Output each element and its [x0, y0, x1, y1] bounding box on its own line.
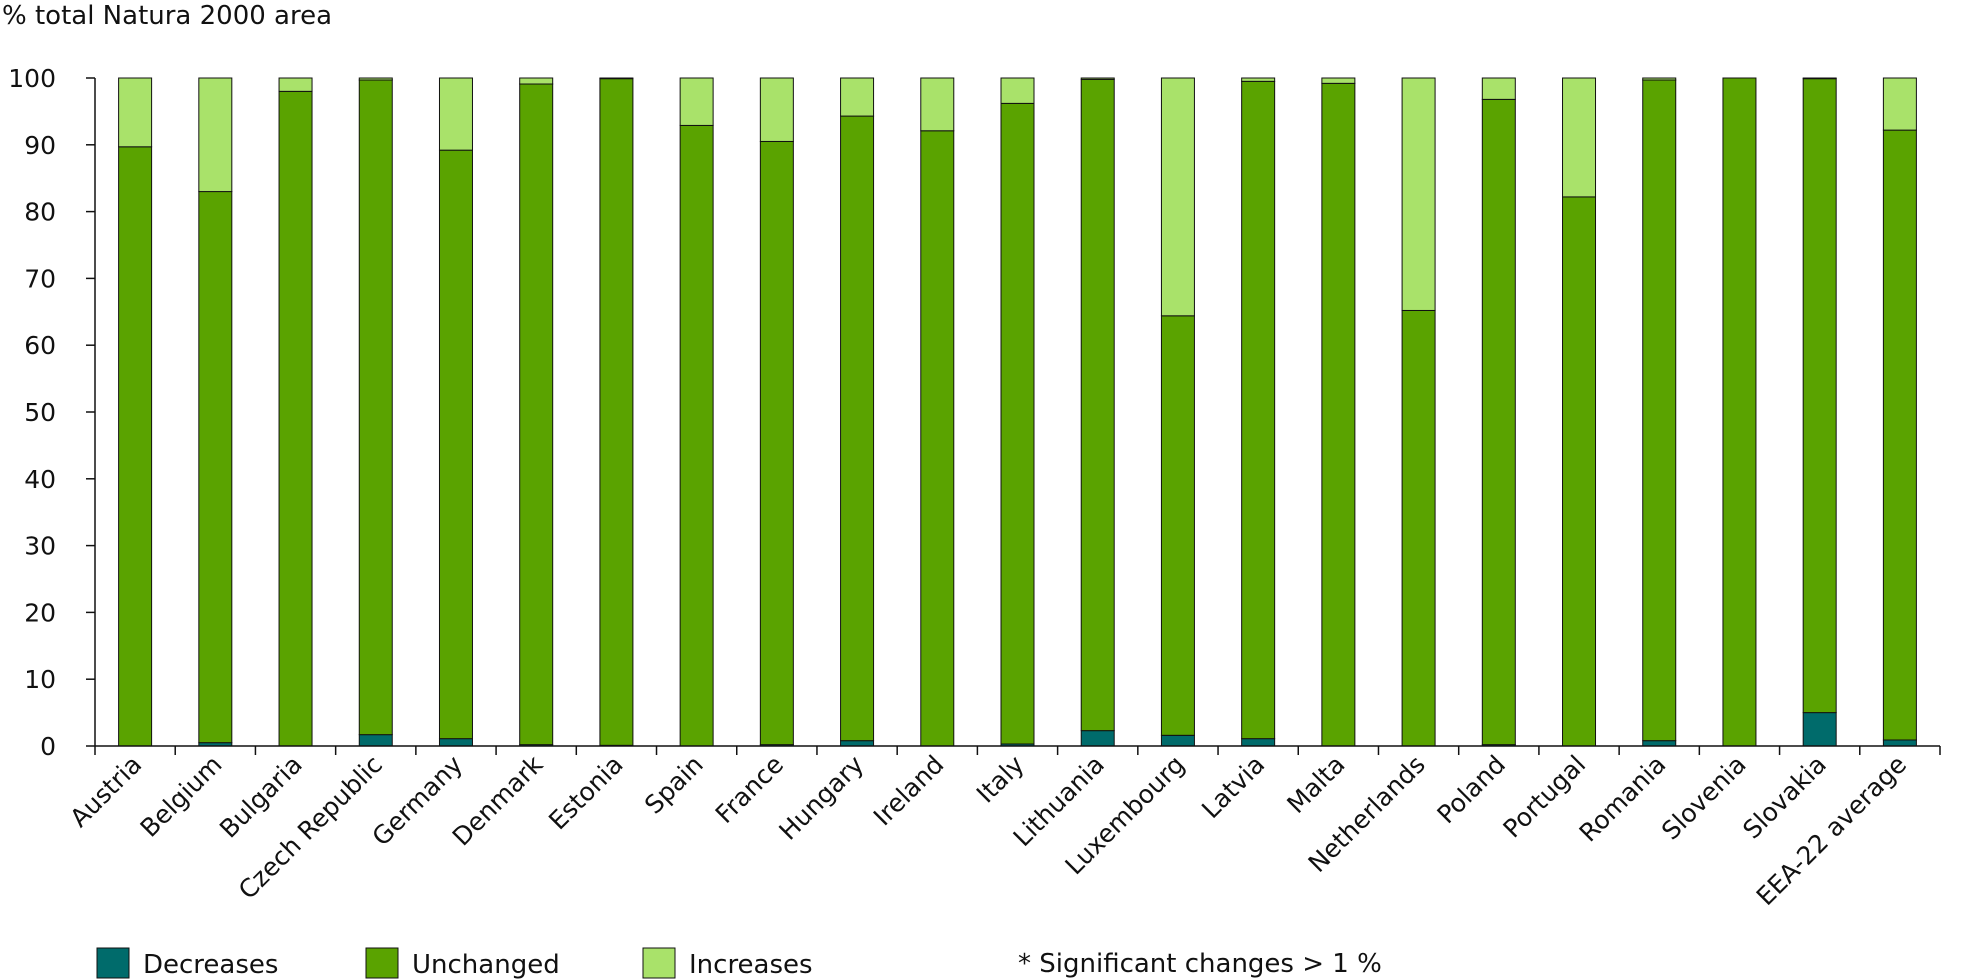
- bar-segment-unchanged: [1882, 129, 1917, 741]
- bar-segment-increases: [1802, 77, 1837, 80]
- legend-swatch-decreases: [96, 947, 130, 979]
- bar-segment-unchanged: [519, 83, 554, 746]
- bar-segment-increases: [1481, 77, 1516, 100]
- bar-segment-decreases: [840, 740, 875, 747]
- bar-segment-increases: [1080, 77, 1115, 80]
- bar-segment-decreases: [1882, 739, 1917, 747]
- x-tick-label: Hungary: [773, 750, 869, 846]
- bar-segment-decreases: [1080, 730, 1115, 747]
- bar-segment-unchanged: [1642, 79, 1677, 742]
- bar-segment-increases: [1642, 77, 1677, 81]
- y-tick-label: 30: [24, 532, 56, 561]
- bar-segment-unchanged: [759, 140, 794, 746]
- x-tick-label: Slovenia: [1656, 750, 1752, 846]
- bar-segment-increases: [1000, 77, 1035, 104]
- x-tick-label: Malta: [1281, 750, 1350, 819]
- bar-segment-increases: [1401, 77, 1436, 311]
- x-tick-label: Spain: [639, 750, 709, 820]
- bar-segment-unchanged: [1000, 102, 1035, 745]
- bar-segment-decreases: [1642, 740, 1677, 747]
- bar-segment-unchanged: [198, 191, 233, 744]
- bar-segment-increases: [1562, 77, 1597, 198]
- bar-segment-unchanged: [438, 149, 473, 740]
- bar-segment-increases: [679, 77, 714, 126]
- y-tick-label: 60: [24, 331, 56, 360]
- legend-label-increases: Increases: [689, 950, 813, 980]
- bar-segment-unchanged: [118, 146, 153, 747]
- y-tick-label: 80: [24, 198, 56, 227]
- bar-segment-unchanged: [1160, 315, 1195, 736]
- y-axis-label: % total Natura 2000 area: [2, 1, 332, 31]
- legend-label-decreases: Decreases: [143, 950, 278, 980]
- bar-segment-unchanged: [1080, 78, 1115, 732]
- bar-segment-unchanged: [679, 124, 714, 747]
- bar-segment-unchanged: [1722, 77, 1757, 747]
- x-tick-label: Czech Republic: [233, 750, 388, 905]
- bar-segment-increases: [759, 77, 794, 142]
- bar-segment-unchanged: [1802, 78, 1837, 714]
- x-tick-label: Poland: [1432, 750, 1512, 830]
- bar-segment-unchanged: [1321, 82, 1356, 747]
- bar-segment-unchanged: [840, 115, 875, 742]
- bar-segment-unchanged: [1241, 80, 1276, 740]
- x-tick-label: Romania: [1574, 750, 1672, 848]
- bar-segment-decreases: [1241, 738, 1276, 747]
- y-tick-label: 10: [24, 665, 56, 694]
- bar-segment-decreases: [1802, 712, 1837, 747]
- bar-segment-increases: [840, 77, 875, 117]
- y-tick-label: 90: [24, 131, 56, 160]
- legend-swatch-increases: [642, 947, 676, 979]
- y-tick-label: 20: [24, 598, 56, 627]
- bar-segment-increases: [1241, 77, 1276, 82]
- y-tick-label: 40: [24, 465, 56, 494]
- bars: [118, 77, 1917, 747]
- bar-segment-unchanged: [358, 79, 393, 736]
- x-tick-label: EEA-22 average: [1751, 750, 1912, 911]
- bar-segment-increases: [1160, 77, 1195, 317]
- legend-swatch-unchanged: [365, 947, 399, 979]
- y-tick-label: 0: [40, 732, 56, 761]
- bar-segment-increases: [920, 77, 955, 132]
- bar-segment-unchanged: [920, 130, 955, 747]
- bar-segment-decreases: [358, 734, 393, 747]
- bar-segment-increases: [1882, 77, 1917, 131]
- bar-segment-increases: [438, 77, 473, 151]
- x-tick-label: Belgium: [135, 750, 228, 843]
- y-tick-label: 50: [24, 398, 56, 427]
- bar-segment-decreases: [1160, 734, 1195, 747]
- bar-segment-unchanged: [278, 90, 313, 747]
- bar-segment-unchanged: [1562, 196, 1597, 747]
- bar-segment-increases: [118, 77, 153, 148]
- y-axis: 0 10 20 30 40 50 60 70 80 90 100: [8, 64, 96, 761]
- x-tick-label: Latvia: [1196, 750, 1270, 824]
- bar-segment-increases: [599, 77, 634, 80]
- x-tick-label: France: [710, 750, 789, 829]
- legend: Decreases Unchanged Increases: [96, 947, 813, 980]
- bar-segment-increases: [198, 77, 233, 193]
- footnote: * Significant changes > 1 %: [1018, 949, 1382, 979]
- legend-label-unchanged: Unchanged: [412, 950, 560, 980]
- y-tick-label: 70: [24, 264, 56, 293]
- x-tick-label: Estonia: [543, 750, 629, 836]
- bar-segment-decreases: [438, 738, 473, 747]
- bar-segment-increases: [519, 77, 554, 85]
- x-tick-label: Italy: [971, 750, 1030, 809]
- x-tick-label: Austria: [64, 750, 147, 833]
- bar-segment-increases: [358, 77, 393, 81]
- bar-segment-unchanged: [599, 78, 634, 746]
- x-tick-label: Ireland: [868, 750, 950, 832]
- bar-segment-increases: [1321, 77, 1356, 84]
- bar-segment-unchanged: [1481, 98, 1516, 746]
- y-tick-label: 100: [8, 64, 56, 93]
- bar-segment-increases: [278, 77, 313, 92]
- bar-segment-unchanged: [1401, 309, 1436, 747]
